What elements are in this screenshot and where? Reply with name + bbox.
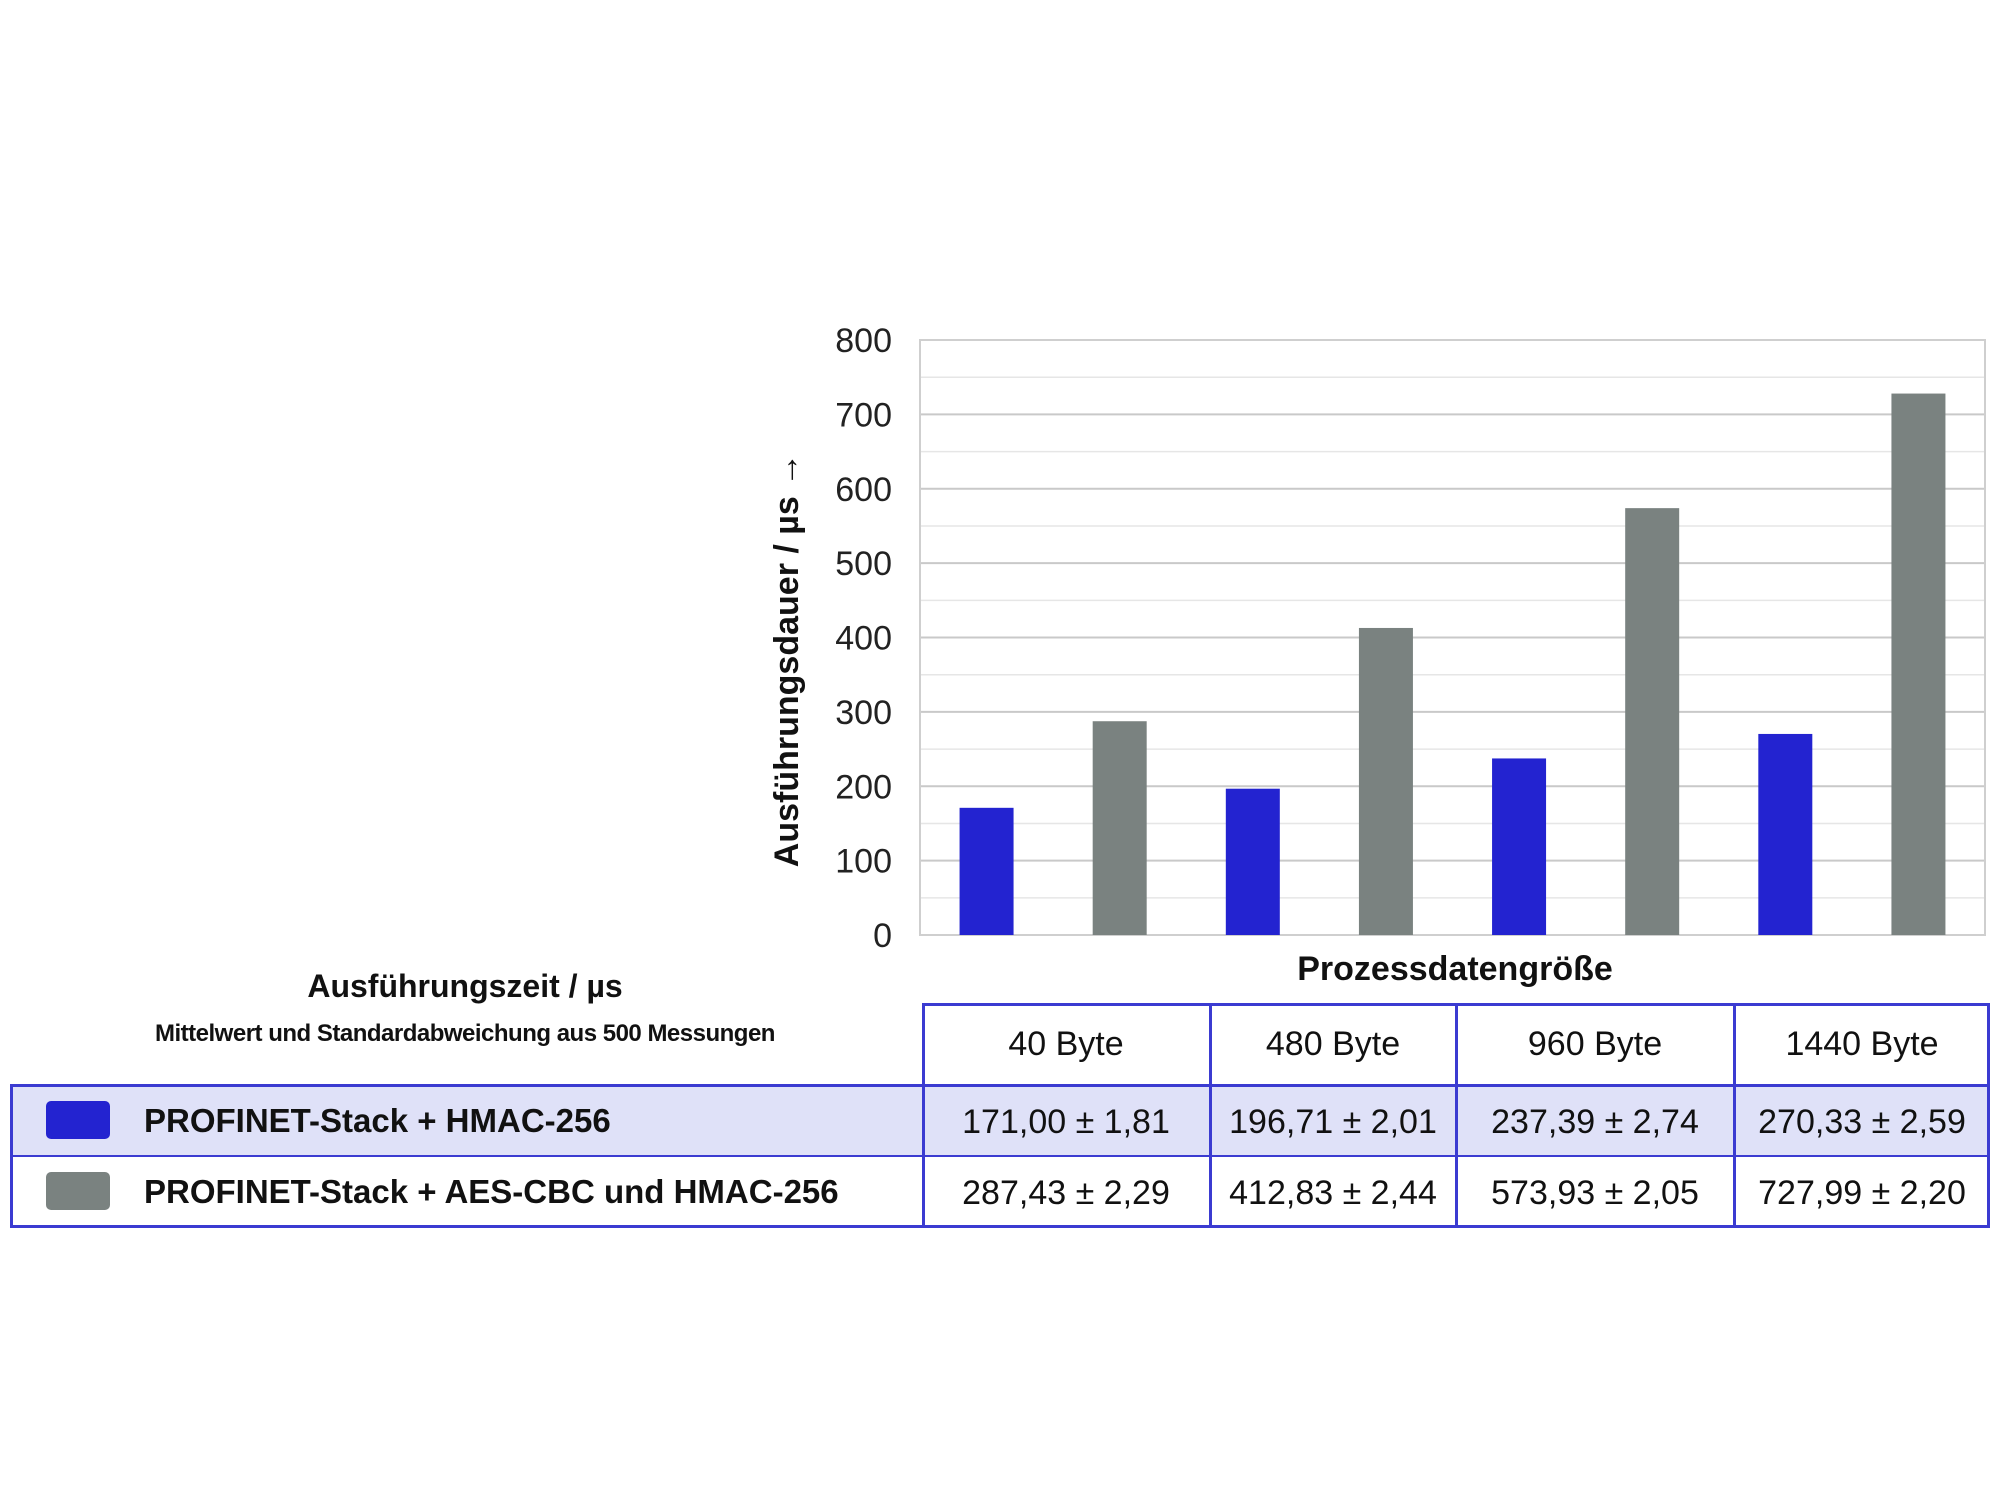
table-col-divider bbox=[1733, 1003, 1736, 1228]
table-header-480: 480 Byte bbox=[1265, 1025, 1401, 1063]
table-header-40: 40 Byte bbox=[1008, 1025, 1124, 1063]
table-subtitle: Mittelwert und Standardabweichung aus 50… bbox=[155, 1020, 775, 1047]
y-tick-label: 600 bbox=[835, 471, 892, 509]
table-col-divider bbox=[1209, 1003, 1212, 1228]
legend-swatch-aes bbox=[46, 1172, 110, 1210]
bar-hmac-480-byte bbox=[1225, 788, 1280, 935]
table-title: Ausführungszeit / µs bbox=[307, 968, 623, 1004]
table-header-960: 960 Byte bbox=[1527, 1025, 1663, 1063]
table-cell: 270,33 ± 2,59 bbox=[1758, 1103, 1966, 1141]
y-tick-label: 200 bbox=[835, 768, 892, 806]
bar-aes-cbc-hmac-960-byte bbox=[1625, 508, 1680, 935]
table-row-aes bbox=[10, 1156, 1990, 1228]
bar-aes-cbc-hmac-1440-byte bbox=[1891, 393, 1946, 935]
series-label-aes: PROFINET-Stack + AES-CBC und HMAC-256 bbox=[144, 1173, 839, 1210]
bar-hmac-40-byte bbox=[959, 807, 1014, 935]
x-axis-title: Prozessdatengröße bbox=[1297, 950, 1613, 988]
y-tick-label: 400 bbox=[835, 620, 892, 658]
y-axis-title: Ausführungsdauer / µs → bbox=[768, 453, 806, 867]
bar-hmac-960-byte bbox=[1492, 758, 1547, 935]
table-row-divider bbox=[10, 1155, 1990, 1157]
table-header-1440: 1440 Byte bbox=[1785, 1025, 1939, 1063]
plot-frame bbox=[919, 339, 1986, 936]
table-cell: 237,39 ± 2,74 bbox=[1491, 1103, 1699, 1141]
table-cell: 727,99 ± 2,20 bbox=[1758, 1174, 1966, 1212]
table-col-divider bbox=[1455, 1003, 1458, 1228]
bar-aes-cbc-hmac-40-byte bbox=[1092, 721, 1147, 935]
y-tick-label: 500 bbox=[835, 545, 892, 583]
table-cell: 573,93 ± 2,05 bbox=[1491, 1174, 1699, 1212]
table-cell: 196,71 ± 2,01 bbox=[1229, 1103, 1437, 1141]
y-tick-label: 800 bbox=[835, 322, 892, 360]
y-tick-label: 700 bbox=[835, 396, 892, 434]
legend-swatch-hmac bbox=[46, 1101, 110, 1139]
y-tick-label: 0 bbox=[873, 917, 892, 955]
table-cell: 171,00 ± 1,81 bbox=[962, 1103, 1170, 1141]
bar-aes-cbc-hmac-480-byte bbox=[1358, 627, 1413, 935]
y-tick-label: 100 bbox=[835, 843, 892, 881]
bar-hmac-1440-byte bbox=[1758, 733, 1813, 935]
table-row-hmac bbox=[10, 1084, 1990, 1156]
y-tick-label: 300 bbox=[835, 694, 892, 732]
table-cell: 287,43 ± 2,29 bbox=[962, 1174, 1170, 1212]
series-label-hmac: PROFINET-Stack + HMAC-256 bbox=[144, 1102, 611, 1139]
table-cell: 412,83 ± 2,44 bbox=[1229, 1174, 1437, 1212]
